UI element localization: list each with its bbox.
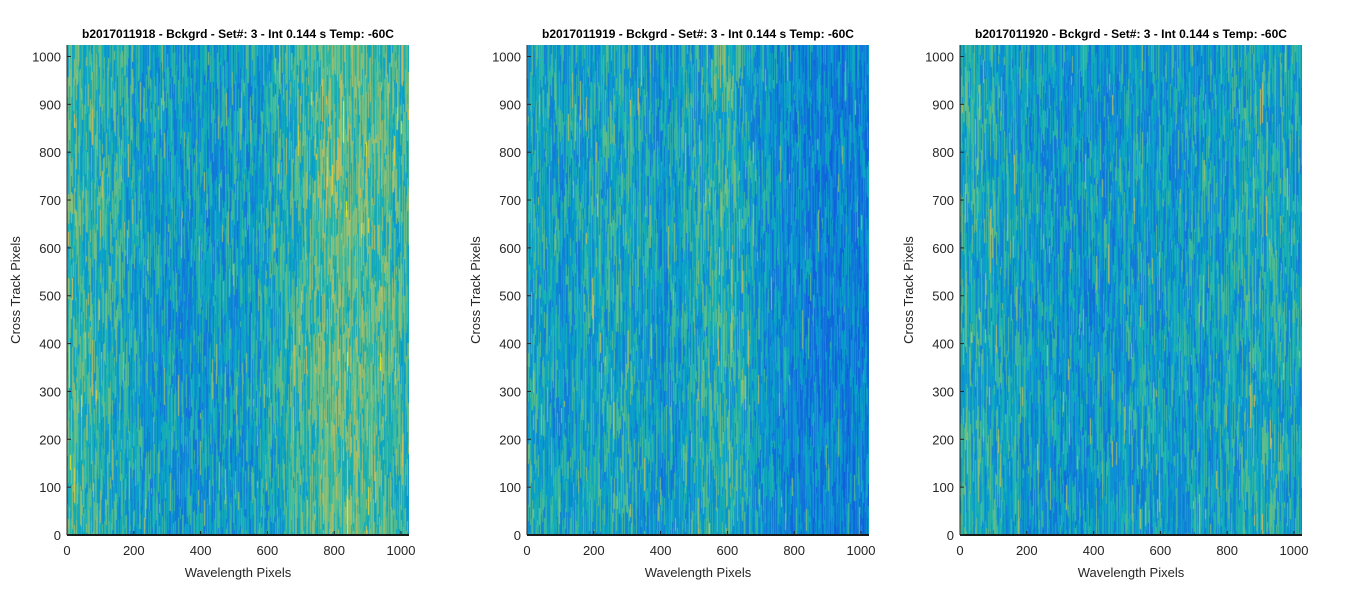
x-tick-label: 0	[63, 543, 70, 558]
y-tick-label: 200	[932, 432, 954, 447]
chart-title: b2017011918 - Bckgrd - Set#: 3 - Int 0.1…	[82, 27, 394, 41]
y-tick-label: 800	[932, 145, 954, 160]
y-axis-label: Cross Track Pixels	[8, 236, 23, 344]
x-tick-label: 800	[323, 543, 345, 558]
heatmap-image	[527, 45, 869, 535]
y-tick-label: 900	[499, 97, 521, 112]
x-tick-label: 200	[123, 543, 145, 558]
heatmap-image	[960, 45, 1302, 535]
y-tick-label: 400	[39, 337, 61, 352]
x-tick-label: 600	[257, 543, 279, 558]
x-tick-label: 600	[1150, 543, 1172, 558]
y-tick-label: 1000	[492, 49, 521, 64]
y-tick-label: 100	[499, 480, 521, 495]
y-tick-label: 500	[499, 289, 521, 304]
x-tick-label: 400	[1083, 543, 1105, 558]
y-tick-label: 0	[514, 528, 521, 543]
y-tick-label: 300	[39, 384, 61, 399]
y-tick-label: 400	[932, 337, 954, 352]
y-tick-label: 1000	[32, 49, 61, 64]
x-axis-label: Wavelength Pixels	[645, 565, 752, 580]
x-tick-label: 400	[190, 543, 212, 558]
y-tick-label: 600	[39, 241, 61, 256]
y-tick-label: 100	[39, 480, 61, 495]
x-tick-label: 1000	[847, 543, 876, 558]
x-tick-label: 1000	[1280, 543, 1309, 558]
y-axis-label: Cross Track Pixels	[468, 236, 483, 344]
x-tick-label: 0	[956, 543, 963, 558]
y-tick-label: 100	[932, 480, 954, 495]
y-tick-label: 700	[932, 193, 954, 208]
y-tick-label: 900	[39, 97, 61, 112]
x-tick-label: 0	[523, 543, 530, 558]
x-axis-label: Wavelength Pixels	[1078, 565, 1185, 580]
chart-title: b2017011920 - Bckgrd - Set#: 3 - Int 0.1…	[975, 27, 1287, 41]
y-tick-label: 0	[947, 528, 954, 543]
y-tick-label: 300	[499, 384, 521, 399]
y-axis-label: Cross Track Pixels	[901, 236, 916, 344]
x-tick-label: 800	[1216, 543, 1238, 558]
y-tick-label: 800	[39, 145, 61, 160]
chart-title: b2017011919 - Bckgrd - Set#: 3 - Int 0.1…	[542, 27, 854, 41]
y-tick-label: 900	[932, 97, 954, 112]
y-tick-label: 700	[39, 193, 61, 208]
x-tick-label: 200	[1016, 543, 1038, 558]
y-tick-label: 600	[932, 241, 954, 256]
y-tick-label: 600	[499, 241, 521, 256]
y-tick-label: 500	[932, 289, 954, 304]
y-tick-label: 200	[39, 432, 61, 447]
x-tick-label: 600	[717, 543, 739, 558]
y-tick-label: 400	[499, 337, 521, 352]
y-tick-label: 800	[499, 145, 521, 160]
y-tick-label: 200	[499, 432, 521, 447]
heatmap-panel-3: 0 200 400 600 800 1000 0 100 200 300 400 500 600 700 8…	[901, 27, 1308, 580]
heatmap-panel-1: 0 200 400 600 800 1000 0 100 200 300 400 500 600 700 8…	[8, 27, 415, 580]
x-tick-label: 800	[783, 543, 805, 558]
y-tick-label: 1000	[925, 49, 954, 64]
x-tick-label: 400	[650, 543, 672, 558]
y-tick-label: 700	[499, 193, 521, 208]
x-tick-label: 1000	[387, 543, 416, 558]
x-tick-label: 200	[583, 543, 605, 558]
y-tick-label: 300	[932, 384, 954, 399]
heatmap-image	[67, 45, 409, 535]
heatmap-panel-2: 0 200 400 600 800 1000 0 100 200 300 400 500 600 700 8…	[468, 27, 875, 580]
y-tick-label: 0	[54, 528, 61, 543]
y-tick-label: 500	[39, 289, 61, 304]
x-axis-label: Wavelength Pixels	[185, 565, 292, 580]
